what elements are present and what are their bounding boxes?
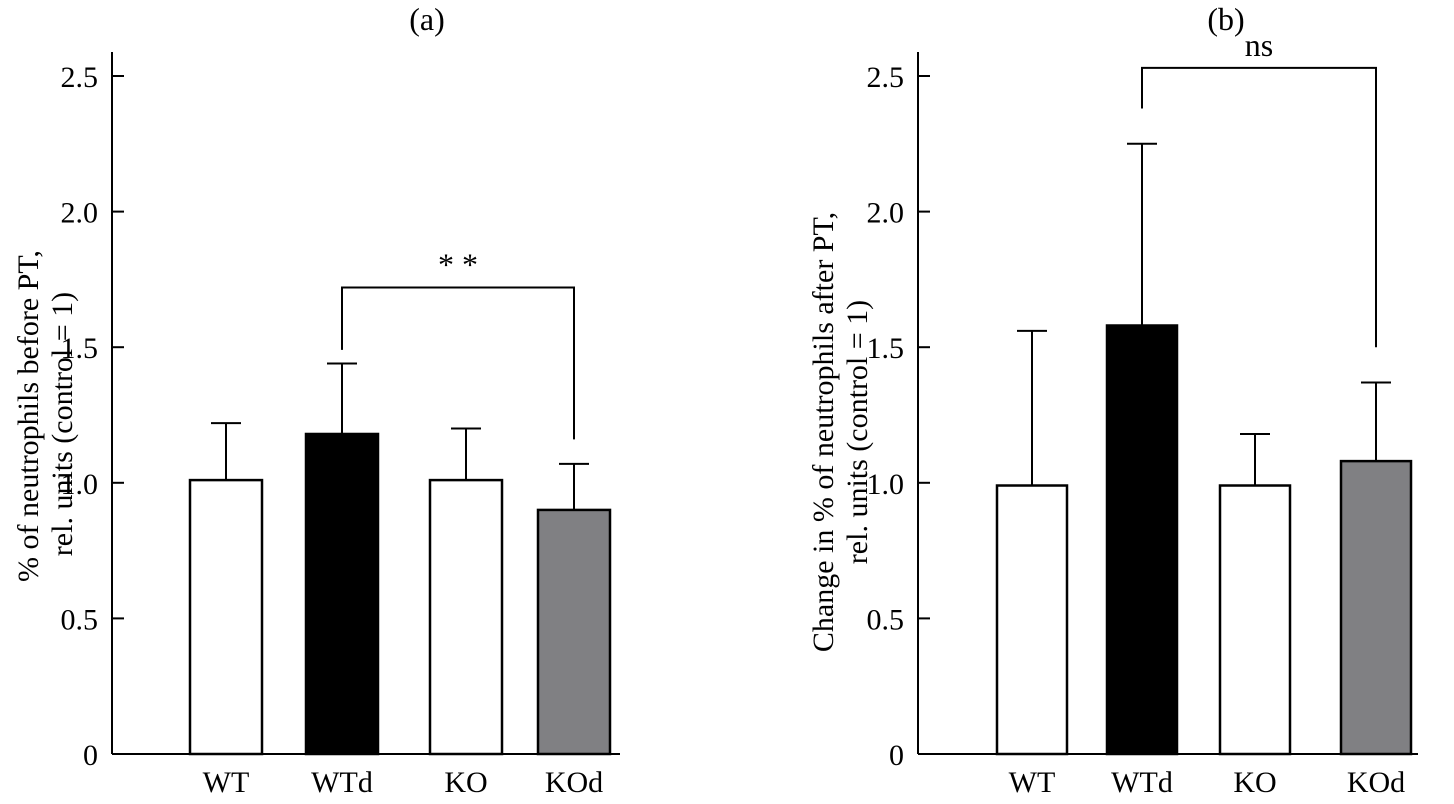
panel-a-y-tick-label: 1.5 — [61, 332, 99, 365]
panel-a-category-label: KO — [444, 766, 487, 799]
panel-a-y-tick-label: 2.5 — [61, 61, 99, 94]
panel-b-category-label: WT — [1009, 766, 1056, 799]
panel-a-significance-bracket — [341, 286, 575, 440]
panel-b-y-tick-label: 2.0 — [867, 197, 905, 230]
panel-b-y-tick-label: 0.5 — [867, 603, 905, 636]
panel-a-y-tick-label: 2.0 — [61, 197, 99, 230]
panel-b: (b) Change in % of neutrophils after PT,… — [807, 1, 1418, 799]
panel-a-category-label: WT — [203, 766, 250, 799]
panel-a-y-tick-label: 0.5 — [61, 603, 99, 636]
panel-a-y-axis-title-line2: rel. units (control = 1) — [46, 292, 79, 556]
panel-a-y-axis-title: % of neutrophils before PT, — [12, 250, 45, 582]
panel-b-bar-kod — [1339, 459, 1413, 756]
panel-a-y-axis-title-line1: % of neutrophils before PT, — [12, 250, 45, 582]
panel-a: (a) % of neutrophils before PT, rel. uni… — [12, 1, 620, 799]
panel-b-bar-wtd — [1105, 324, 1179, 756]
panel-b-y-axis-title: Change in % of neutrophils after PT, — [807, 212, 840, 652]
panel-b-significance-bracket — [1141, 66, 1377, 348]
panel-b-category-label: WTd — [1111, 766, 1173, 799]
panel-a-bar-wtd — [304, 432, 380, 756]
panel-a-bar-wt — [188, 478, 264, 756]
panel-b-category-label: KO — [1233, 766, 1276, 799]
panel-b-bar-wt — [995, 484, 1069, 756]
panel-b-category-label: KOd — [1347, 766, 1405, 799]
panel-b-y-tick-label: 1.5 — [867, 332, 905, 365]
panel-b-y-tick-label: 2.5 — [867, 61, 905, 94]
panel-b-y-axis-title-line2: rel. units (control = 1) — [841, 300, 874, 564]
panel-a-category-label: WTd — [311, 766, 373, 799]
panel-b-y-tick-label: 1.0 — [867, 468, 905, 501]
panel-b-y-axis-title-2: rel. units (control = 1) — [841, 300, 874, 564]
panel-a-title: (a) — [409, 1, 445, 37]
panel-a-category-label: KOd — [545, 766, 603, 799]
panel-a-significance-label: * * — [438, 247, 478, 283]
panel-b-y-axis-title-line1: Change in % of neutrophils after PT, — [807, 212, 840, 652]
panel-a-y-tick-label: 0 — [83, 739, 98, 772]
panel-b-bar-ko — [1218, 484, 1292, 756]
panel-b-title: (b) — [1207, 1, 1244, 37]
panel-a-y-tick-label: 1.0 — [61, 468, 99, 501]
panel-b-y-tick-label: 0 — [889, 739, 904, 772]
panel-a-y-axis-title-2: rel. units (control = 1) — [46, 292, 79, 556]
panel-a-bar-ko — [428, 478, 504, 756]
panel-a-bar-kod — [536, 508, 612, 756]
panel-b-significance-label: ns — [1245, 27, 1273, 63]
